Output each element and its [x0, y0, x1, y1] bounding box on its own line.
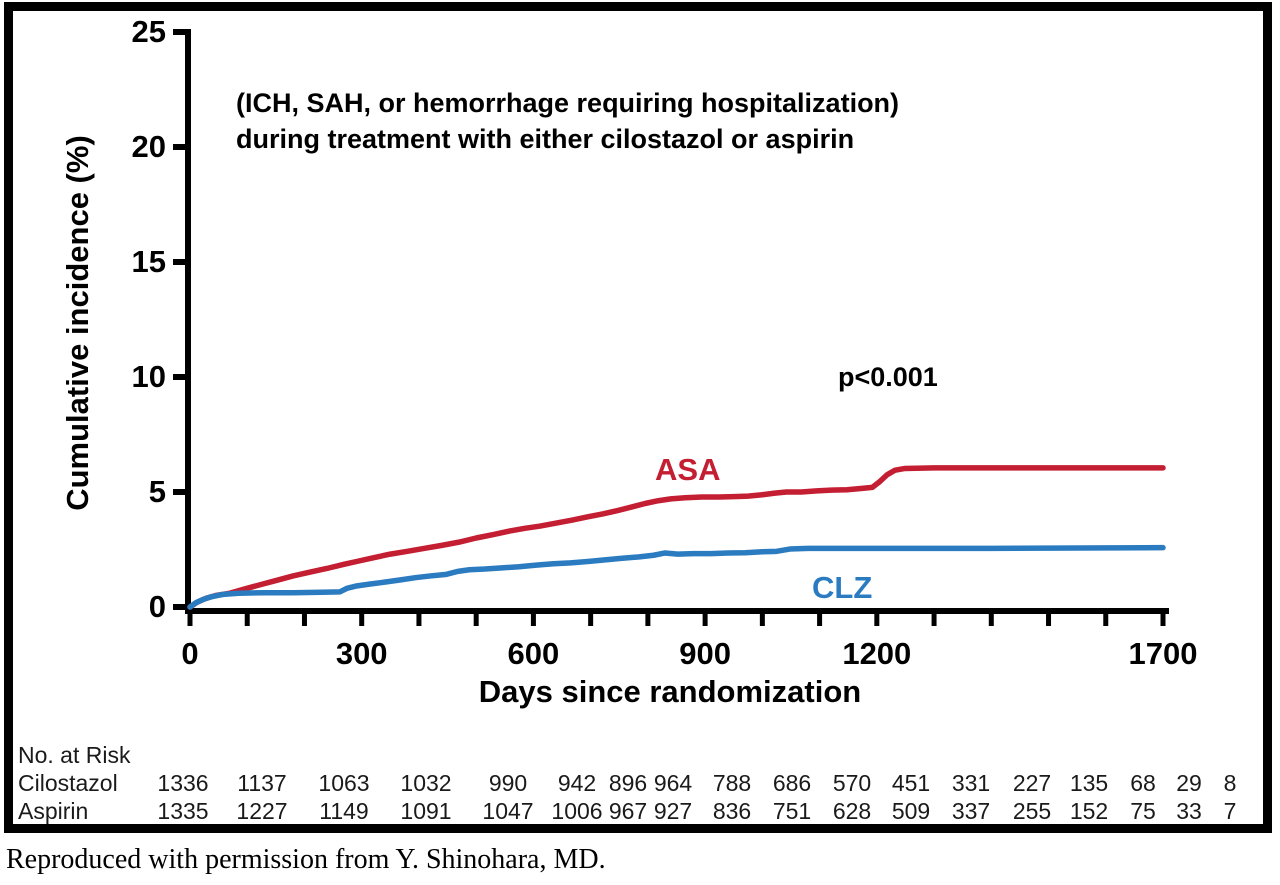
at-risk-value-aspirin: 1006 [551, 798, 603, 824]
series-label-clz: CLZ [812, 570, 873, 605]
at-risk-value-aspirin: 255 [1012, 798, 1052, 824]
at-risk-value-aspirin: 967 [608, 798, 648, 824]
y-tick-label: 20 [131, 129, 166, 164]
x-tick-label: 900 [679, 636, 731, 671]
at-risk-value-aspirin: 7 [1223, 798, 1237, 824]
at-risk-value-aspirin: 1149 [319, 798, 369, 824]
annotation-line-2: during treatment with either cilostazol … [236, 124, 855, 154]
series-line-asa [187, 465, 1166, 610]
at-risk-value-aspirin: 927 [653, 798, 693, 824]
x-axis-title: Days since randomization [478, 674, 862, 709]
at-risk-value-cilostazol: 570 [832, 770, 872, 796]
at-risk-value-aspirin: 1091 [400, 798, 452, 824]
at-risk-value-cilostazol: 8 [1223, 770, 1237, 796]
x-tick-label: 600 [507, 636, 560, 671]
at-risk-value-cilostazol: 942 [557, 770, 597, 796]
at-risk-value-aspirin: 1227 [236, 798, 288, 824]
at-risk-value-cilostazol: 990 [488, 770, 528, 796]
at-risk-value-cilostazol: 788 [712, 770, 752, 796]
at-risk-value-cilostazol: 68 [1130, 770, 1156, 796]
figure-caption: Reproduced with permission from Y. Shino… [6, 844, 606, 875]
at-risk-value-aspirin: 33 [1176, 798, 1202, 824]
y-tick-label: 5 [148, 474, 166, 509]
at-risk-value-cilostazol: 964 [653, 770, 693, 796]
figure-frame [4, 2, 1272, 833]
series-label-asa: ASA [655, 452, 721, 487]
at-risk-value-cilostazol: 1063 [318, 770, 370, 796]
at-risk-value-cilostazol: 451 [891, 770, 931, 796]
x-tick-label: 1700 [1128, 636, 1198, 671]
x-tick-label: 0 [181, 636, 199, 671]
x-tick-label: 1200 [842, 636, 912, 671]
at-risk-row-label-aspirin: Aspirin [18, 798, 89, 824]
at-risk-value-aspirin: 751 [772, 798, 812, 824]
at-risk-value-cilostazol: 896 [608, 770, 648, 796]
annotation-line-1: (ICH, SAH, or hemorrhage requiring hospi… [236, 88, 900, 118]
at-risk-row-label-cilostazol: Cilostazol [18, 770, 118, 796]
at-risk-value-aspirin: 628 [832, 798, 872, 824]
at-risk-value-aspirin: 152 [1069, 798, 1109, 824]
at-risk-value-aspirin: 337 [951, 798, 991, 824]
y-tick-label: 0 [148, 589, 166, 624]
at-risk-value-cilostazol: 331 [951, 770, 991, 796]
y-axis-title: Cumulative incidence (%) [60, 135, 95, 511]
at-risk-value-cilostazol: 29 [1176, 770, 1202, 796]
at-risk-value-aspirin: 1047 [482, 798, 534, 824]
at-risk-value-cilostazol: 1137 [237, 770, 287, 796]
x-tick-label: 300 [335, 636, 388, 671]
at-risk-value-aspirin: 836 [712, 798, 752, 824]
at-risk-title: No. at Risk [18, 742, 131, 768]
at-risk-value-cilostazol: 1336 [157, 770, 209, 796]
y-tick-label: 10 [131, 359, 166, 394]
series-line-clz [187, 544, 1166, 610]
y-tick-label: 25 [131, 14, 166, 49]
at-risk-value-cilostazol: 686 [772, 770, 812, 796]
at-risk-value-cilostazol: 1032 [400, 770, 452, 796]
at-risk-value-aspirin: 75 [1130, 798, 1156, 824]
y-tick-label: 15 [131, 244, 166, 279]
p-value-label: p<0.001 [838, 362, 938, 392]
at-risk-value-aspirin: 1335 [157, 798, 209, 824]
at-risk-value-cilostazol: 227 [1012, 770, 1052, 796]
at-risk-value-cilostazol: 135 [1069, 770, 1109, 796]
at-risk-value-aspirin: 509 [891, 798, 931, 824]
